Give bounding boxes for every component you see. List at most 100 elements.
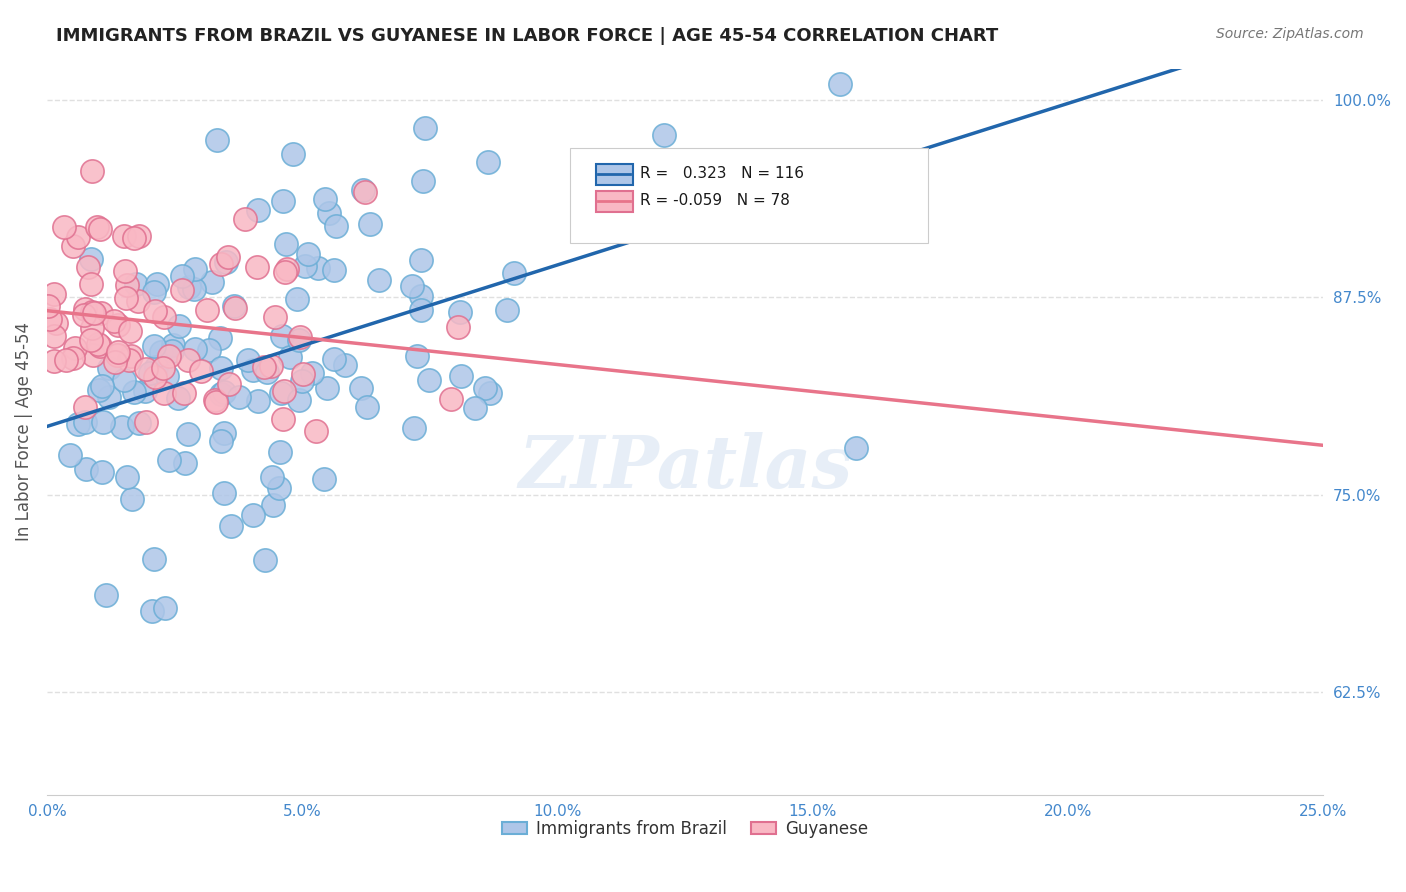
Point [90, 306, 112, 320]
Point [76, 462, 98, 476]
Point [242, 363, 264, 377]
Point [59, 448, 82, 462]
Point [177, 353, 200, 368]
Point [195, 302, 218, 317]
Point [143, 370, 166, 384]
Point [356, 400, 378, 414]
Point [368, 273, 391, 287]
Point [174, 457, 197, 471]
Point [90, 465, 112, 479]
Point [65, 342, 87, 356]
Point [111, 420, 134, 434]
Point [45, 316, 67, 330]
Point [478, 386, 501, 401]
Point [107, 348, 129, 362]
Point [145, 359, 167, 374]
Point [146, 277, 169, 292]
Point [238, 352, 260, 367]
Point [352, 183, 374, 197]
Point [184, 262, 207, 277]
Point [86, 219, 108, 234]
FancyBboxPatch shape [596, 191, 633, 211]
Point [264, 310, 287, 324]
Point [42, 353, 65, 368]
Point [80, 321, 103, 335]
Point [219, 518, 242, 533]
Point [218, 377, 240, 392]
Point [118, 324, 141, 338]
FancyBboxPatch shape [571, 148, 928, 243]
Text: IMMIGRANTS FROM BRAZIL VS GUYANESE IN LABOR FORCE | AGE 45-54 CORRELATION CHART: IMMIGRANTS FROM BRAZIL VS GUYANESE IN LA… [56, 27, 998, 45]
Point [80, 305, 103, 319]
Point [270, 385, 292, 400]
Point [204, 392, 226, 407]
Point [409, 303, 432, 318]
Point [581, 153, 603, 168]
Point [142, 552, 165, 566]
Point [160, 344, 183, 359]
Point [278, 350, 301, 364]
Point [307, 261, 329, 276]
Point [477, 154, 499, 169]
Point [271, 412, 294, 426]
Point [440, 392, 463, 406]
Point [93, 415, 115, 429]
Point [208, 331, 231, 345]
Point [98, 391, 121, 405]
Point [217, 250, 239, 264]
Point [127, 293, 149, 308]
Point [335, 358, 357, 372]
Point [292, 367, 315, 381]
Point [205, 133, 228, 147]
Point [134, 384, 156, 399]
Point [145, 303, 167, 318]
Point [409, 289, 432, 303]
Point [89, 222, 111, 236]
Point [242, 508, 264, 522]
Point [121, 491, 143, 506]
Point [350, 381, 373, 395]
Point [318, 206, 340, 220]
Point [260, 359, 283, 374]
Point [37, 299, 59, 313]
Point [215, 255, 238, 269]
Point [297, 247, 319, 261]
FancyBboxPatch shape [596, 163, 633, 185]
Point [87, 383, 110, 397]
Point [190, 364, 212, 378]
Point [38, 312, 60, 326]
Point [450, 369, 472, 384]
Point [153, 601, 176, 615]
Point [209, 361, 232, 376]
Text: ZIPatlas: ZIPatlas [517, 433, 852, 503]
Point [315, 381, 337, 395]
Point [167, 392, 190, 406]
Point [246, 203, 269, 218]
Legend: Immigrants from Brazil, Guyanese: Immigrants from Brazil, Guyanese [495, 814, 875, 845]
Point [135, 415, 157, 429]
Point [290, 375, 312, 389]
Point [157, 453, 180, 467]
Point [651, 176, 673, 190]
Point [305, 424, 328, 438]
Point [323, 351, 346, 366]
Point [105, 348, 128, 362]
Point [73, 309, 96, 323]
Point [262, 470, 284, 484]
Point [418, 373, 440, 387]
Point [246, 260, 269, 274]
Point [274, 237, 297, 252]
Point [271, 194, 294, 209]
Point [80, 333, 103, 347]
Point [152, 310, 174, 324]
Point [83, 306, 105, 320]
Point [256, 365, 278, 379]
Point [112, 229, 135, 244]
Point [143, 339, 166, 353]
Point [404, 421, 426, 435]
Point [104, 355, 127, 369]
Point [107, 344, 129, 359]
Point [246, 394, 269, 409]
Point [125, 277, 148, 292]
Point [153, 385, 176, 400]
